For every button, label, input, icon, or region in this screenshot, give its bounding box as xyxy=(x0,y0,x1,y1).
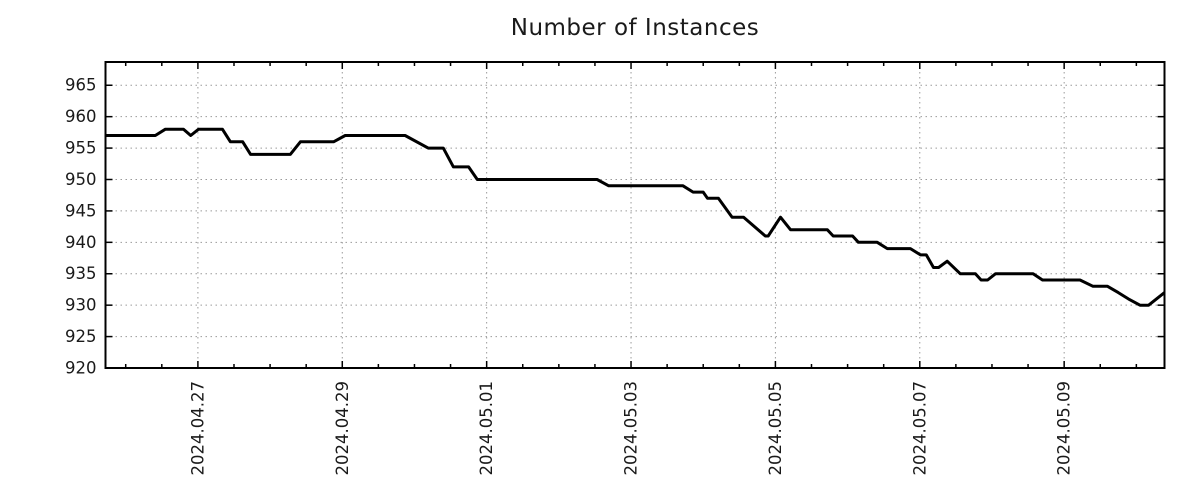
y-tick-label: 925 xyxy=(65,327,97,346)
x-tick-label: 2024.05.09 xyxy=(1055,381,1074,475)
y-tick-label: 955 xyxy=(65,139,97,158)
x-tick-label: 2024.05.07 xyxy=(910,381,929,475)
series-line-instances xyxy=(105,127,1166,307)
x-tick-label: 2024.04.27 xyxy=(188,381,207,475)
x-tick-label: 2024.05.05 xyxy=(766,381,785,475)
x-tick-label: 2024.04.29 xyxy=(333,381,352,475)
x-tick-label: 2024.05.01 xyxy=(477,381,496,475)
y-tick-label: 935 xyxy=(65,264,97,283)
plot-border xyxy=(104,61,1166,369)
y-tick-label: 960 xyxy=(65,107,97,126)
y-tick-label: 965 xyxy=(65,76,97,95)
x-tick-label: 2024.05.03 xyxy=(622,381,641,475)
y-tick-label: 940 xyxy=(65,233,97,252)
y-tick-label: 920 xyxy=(65,359,97,378)
y-tick-label: 945 xyxy=(65,201,97,220)
y-tick-label: 950 xyxy=(65,170,97,189)
y-tick-label: 930 xyxy=(65,296,97,315)
chart-title: Number of Instances xyxy=(510,15,760,41)
